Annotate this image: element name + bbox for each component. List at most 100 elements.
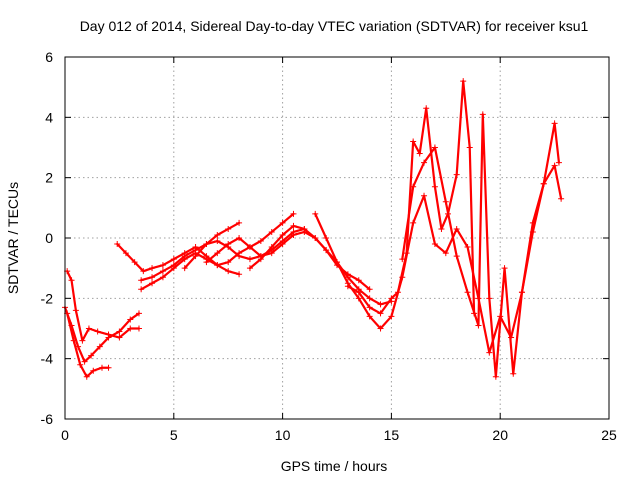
data-point [236,219,243,226]
data-point [366,304,373,311]
data-point [149,280,156,287]
data-point [355,289,362,296]
data-point [246,265,253,272]
data-point [410,183,417,190]
data-point [257,256,264,263]
data-point [410,219,417,226]
data-point [431,241,438,248]
data-point [529,219,536,226]
data-point [355,295,362,302]
y-tick-label: -4 [41,351,54,367]
data-point [453,253,460,260]
data-point [149,265,156,272]
y-tick-label: 0 [45,230,53,246]
x-tick-label: 25 [601,427,617,443]
data-point [344,283,351,290]
x-tick-label: 0 [61,427,69,443]
series-line [63,306,141,363]
data-point [518,289,525,296]
series-arc-4 [114,241,243,278]
data-point [225,259,232,266]
series-arc-3 [64,268,142,344]
x-tick-label: 5 [170,427,178,443]
data-point [170,262,177,269]
data-point [268,244,275,251]
data-point [442,250,449,257]
data-point [492,373,499,380]
data-point [105,331,112,338]
series-line [248,224,393,306]
data-point [475,322,482,329]
data-point [279,231,286,238]
series-line [140,227,306,282]
data-point [88,352,95,359]
data-point [225,268,232,275]
data-point [355,277,362,284]
data-point [464,289,471,296]
data-point [114,241,121,248]
data-point [79,337,86,344]
data-point [225,225,232,232]
data-point [127,316,134,323]
data-point [431,144,438,151]
data-point [279,241,286,248]
data-point [159,268,166,275]
data-point [334,259,340,266]
data-point [70,337,77,344]
data-point [453,171,460,178]
data-point [279,219,286,226]
data-point [466,144,473,151]
data-point [323,235,330,241]
data-point [421,192,428,199]
data-point [486,349,493,356]
data-point [551,120,558,127]
data-point [453,225,460,232]
data-point [510,370,517,377]
data-point [421,159,428,166]
y-tick-label: 6 [45,49,53,65]
data-point [366,313,373,320]
y-tick-label: 2 [45,170,53,186]
data-point [423,105,430,112]
data-series [62,78,565,380]
data-point [403,250,410,257]
data-point [268,250,275,257]
data-point [225,241,232,248]
data-point [135,325,142,332]
data-point [149,274,156,281]
series-line [66,270,141,342]
data-point [464,244,471,251]
data-point [323,247,330,254]
data-point [377,301,384,308]
data-point [442,198,449,205]
series-arc-11 [344,78,478,317]
data-point [159,274,166,281]
data-point [479,111,486,118]
series-line [183,221,241,270]
data-point [558,195,565,202]
data-point [192,247,199,254]
data-point [290,210,297,217]
y-ticks: -6 -4 -2 0 2 4 6 [41,49,609,427]
data-point [159,262,166,269]
data-point [83,373,90,380]
data-point [81,358,88,365]
chart-title: Day 012 of 2014, Sidereal Day-to-day VTE… [80,18,589,34]
data-point [246,256,253,263]
y-tick-label: -2 [41,290,54,306]
data-point [214,231,221,238]
data-point [312,210,319,217]
data-point [98,364,105,371]
data-point [555,159,562,166]
series-arc-6 [138,225,308,284]
data-point [460,78,467,85]
y-tick-label: 4 [45,109,53,125]
data-point [181,253,188,260]
data-point [131,259,138,266]
x-ticks: 0 5 10 15 20 25 [61,57,617,443]
data-point [138,286,145,293]
data-point [377,310,384,317]
data-point [214,238,221,245]
data-point [236,253,243,260]
data-point [399,256,406,263]
